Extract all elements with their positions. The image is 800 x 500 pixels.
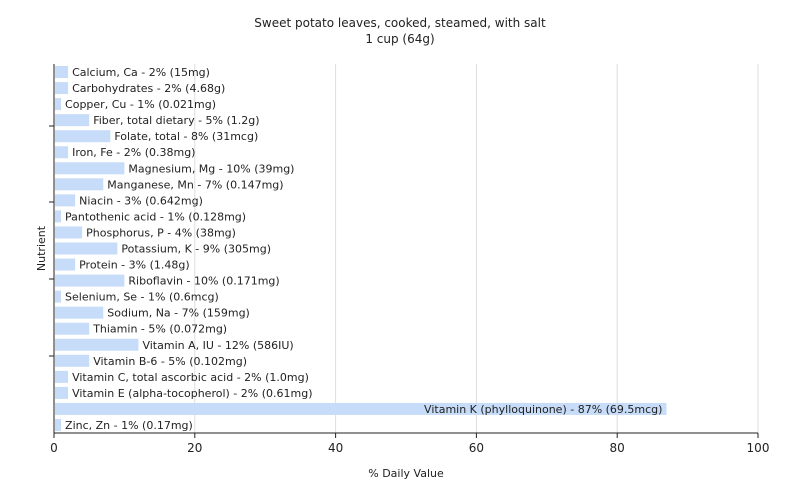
bar-14 (55, 290, 62, 303)
bar-19 (55, 370, 69, 383)
bar-label-14: Selenium, Se - 1% (0.6mcg) (65, 291, 219, 304)
x-tick-label-5: 100 (747, 441, 770, 455)
x-tick-label-2: 40 (328, 441, 343, 455)
bar-22 (55, 418, 62, 431)
bar-label-2: Copper, Cu - 1% (0.021mg) (65, 98, 216, 111)
bar-2 (55, 98, 62, 111)
bars: Calcium, Ca - 2% (15mg) Carbohydrates - 2… (55, 66, 667, 432)
bar-label-10: Phosphorus, P - 4% (38mg) (86, 226, 236, 239)
bar-11 (55, 242, 118, 255)
bar-label-16: Thiamin - 5% (0.072mg) (92, 323, 227, 336)
bar-1 (55, 82, 69, 95)
bar-18 (55, 354, 90, 367)
bar-label-0: Calcium, Ca - 2% (15mg) (72, 66, 210, 79)
x-ticks: 0 20 40 60 80 100 (50, 433, 769, 455)
bar-label-9: Pantothenic acid - 1% (0.128mg) (65, 210, 246, 223)
bar-label-15: Sodium, Na - 7% (159mg) (107, 307, 250, 320)
axes (49, 64, 758, 434)
bar-label-3: Fiber, total dietary - 5% (1.2g) (93, 114, 259, 127)
bar-label-8: Niacin - 3% (0.642mg) (79, 194, 203, 207)
bar-label-5: Iron, Fe - 2% (0.38mg) (72, 146, 195, 159)
bar-label-6: Magnesium, Mg - 10% (39mg) (128, 162, 294, 175)
bar-21 (55, 402, 667, 415)
bar-label-7: Manganese, Mn - 7% (0.147mg) (107, 178, 283, 191)
bar-16 (55, 322, 90, 335)
bar-4 (55, 130, 111, 143)
x-tick-label-4: 80 (610, 441, 625, 455)
bar-3 (55, 114, 90, 127)
bar-20 (55, 386, 69, 399)
bar-label-4: Folate, total - 8% (31mcg) (114, 130, 258, 143)
bar-0 (55, 66, 69, 79)
x-tick-label-1: 20 (187, 441, 202, 455)
chart-subtitle: 1 cup (64g) (365, 32, 435, 46)
bar-8 (55, 194, 76, 207)
bar-10 (55, 226, 83, 239)
bar-label-22: Zinc, Zn - 1% (0.17mg) (65, 419, 193, 432)
bar-9 (55, 210, 62, 223)
x-tick-label-0: 0 (50, 441, 58, 455)
bar-15 (55, 306, 104, 319)
bar-label-17: Vitamin A, IU - 12% (586IU) (142, 339, 293, 352)
grid-lines (194, 64, 759, 433)
bar-label-13: Riboflavin - 10% (0.171mg) (128, 275, 279, 288)
bar-label-12: Protein - 3% (1.48g) (79, 259, 190, 272)
bar-7 (55, 178, 104, 191)
x-axis-title: % Daily Value (368, 467, 444, 480)
bar-label-18: Vitamin B-6 - 5% (0.102mg) (93, 355, 247, 368)
x-tick-label-3: 60 (469, 441, 484, 455)
bar-label-20: Vitamin E (alpha-tocopherol) - 2% (0.61m… (72, 387, 312, 400)
bar-label-19: Vitamin C, total ascorbic acid - 2% (1.0… (72, 371, 309, 384)
bar-label-21: Vitamin K (phylloquinone) - 87% (69.5mcg… (424, 403, 662, 416)
y-axis-title: Nutrient (35, 225, 48, 271)
chart-title: Sweet potato leaves, cooked, steamed, wi… (254, 16, 546, 30)
bar-label-11: Potassium, K - 9% (305mg) (121, 243, 271, 256)
bar-17 (55, 338, 139, 351)
bar-5 (55, 146, 69, 159)
bar-label-1: Carbohydrates - 2% (4.68g) (72, 82, 225, 95)
bar-6 (55, 162, 125, 175)
bar-12 (55, 258, 76, 271)
bar-13 (55, 274, 125, 287)
